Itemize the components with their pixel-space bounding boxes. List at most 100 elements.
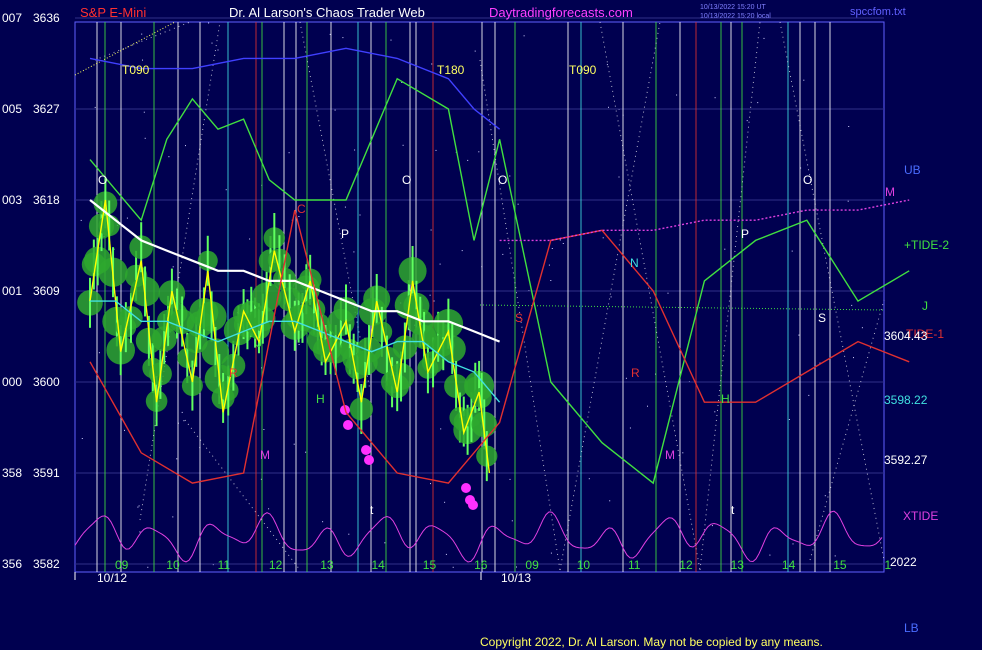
- star-dot: [293, 443, 295, 445]
- star-dot: [803, 79, 805, 81]
- right-series-label: +TIDE-2: [904, 238, 949, 252]
- star-dot: [124, 429, 125, 431]
- star-dot: [444, 501, 446, 503]
- star-dot: [298, 344, 300, 345]
- right-series-label: TIDE-1: [906, 327, 944, 341]
- x-hour-label: 13: [320, 558, 334, 572]
- star-dot: [478, 151, 480, 153]
- star-dot: [474, 50, 476, 52]
- series-line: [89, 47, 501, 130]
- star-dot: [260, 478, 262, 480]
- star-dot: [861, 327, 863, 329]
- star-dot: [602, 237, 604, 239]
- y-tick-prefix: 003: [2, 193, 22, 207]
- star-dot: [676, 94, 678, 96]
- star-field: [80, 22, 863, 568]
- chart-annotation: O: [803, 173, 812, 187]
- star-dot: [288, 152, 290, 154]
- star-dot: [550, 552, 552, 554]
- star-dot: [551, 248, 553, 249]
- star-dot: [610, 296, 612, 298]
- annotations: T090 T180 T090 O O O O C P P S S N R R M M H H Jt t: [98, 63, 826, 517]
- star-dot: [268, 508, 270, 510]
- star-dot: [800, 167, 802, 169]
- series-line: [90, 300, 501, 403]
- star-dot: [384, 542, 386, 544]
- star-dot: [757, 102, 759, 104]
- star-dot: [763, 37, 765, 39]
- star-dot: [502, 253, 504, 255]
- star-dot: [144, 137, 146, 139]
- star-dot: [467, 159, 469, 161]
- x-date-label: 10/13: [501, 571, 531, 585]
- magenta-dot: [364, 455, 374, 465]
- star-dot: [401, 82, 403, 83]
- magenta-dot: [361, 445, 371, 455]
- x-hour-label: 15: [423, 558, 437, 572]
- x-hour-label: 14: [372, 558, 386, 572]
- magenta-dot: [468, 500, 478, 510]
- x-hour-label: 12: [269, 558, 283, 572]
- star-dot: [263, 429, 265, 430]
- star-dot: [431, 63, 433, 65]
- chart-annotation: J: [256, 336, 262, 350]
- dotted-cycle-lines: [74, 21, 885, 571]
- star-dot: [562, 243, 564, 244]
- x-hour-label: 1: [885, 558, 892, 572]
- star-dot: [141, 33, 143, 35]
- xtide-wave: [74, 510, 883, 563]
- year-label: 2022: [890, 555, 917, 569]
- symbol-label: S&P E-Mini: [80, 5, 146, 20]
- y-tick-prefix: 000: [2, 375, 22, 389]
- x-hour-label: 09: [525, 558, 539, 572]
- star-dot: [445, 553, 447, 555]
- star-dot: [80, 219, 82, 221]
- star-dot: [217, 49, 219, 51]
- x-hour-label: 13: [731, 558, 745, 572]
- y-tick-prefix: 007: [2, 11, 22, 25]
- chart-annotation: O: [402, 173, 411, 187]
- right-series-label: UB: [904, 163, 921, 177]
- star-dot: [851, 304, 853, 306]
- y-tick-label: 3582: [33, 557, 60, 571]
- star-dot: [667, 292, 669, 294]
- price-bubbles: [77, 178, 498, 510]
- star-dot: [682, 452, 684, 454]
- star-dot: [354, 149, 356, 151]
- x-hour-label: 10: [577, 558, 591, 572]
- star-dot: [550, 280, 552, 281]
- star-dot: [509, 478, 511, 480]
- star-dot: [147, 566, 149, 568]
- chart-annotation: R: [631, 366, 640, 380]
- star-dot: [808, 394, 810, 396]
- star-dot: [608, 106, 609, 108]
- star-dot: [305, 451, 307, 453]
- x-hour-label: 15: [833, 558, 847, 572]
- star-dot: [435, 149, 437, 151]
- y-tick-label: 3636: [33, 11, 60, 25]
- chart-annotation: t: [370, 503, 374, 517]
- right-series-label: LB: [904, 621, 919, 635]
- star-dot: [792, 543, 794, 545]
- star-dot: [559, 239, 561, 241]
- star-dot: [211, 42, 213, 44]
- series-line: [89, 199, 501, 343]
- star-dot: [430, 229, 432, 231]
- star-dot: [847, 200, 849, 202]
- star-dot: [588, 478, 590, 480]
- chart-annotation: C: [297, 202, 306, 216]
- series-line: [89, 199, 491, 474]
- x-axis: 09 10 11 12 13 14 15 16 09 10 11 12 13 14 15 1 10/12 10/1…: [74, 555, 917, 585]
- series-line: [89, 77, 910, 485]
- star-dot: [322, 521, 324, 523]
- star-dot: [711, 525, 713, 527]
- chart-annotation: M: [260, 448, 270, 462]
- website-link[interactable]: Daytradingforecasts.com: [489, 5, 633, 20]
- y-tick-label: 3600: [33, 375, 60, 389]
- star-dot: [359, 214, 361, 216]
- x-hour-label: 11: [628, 558, 641, 572]
- dotted-j-line: [479, 304, 885, 311]
- star-dot: [81, 438, 83, 439]
